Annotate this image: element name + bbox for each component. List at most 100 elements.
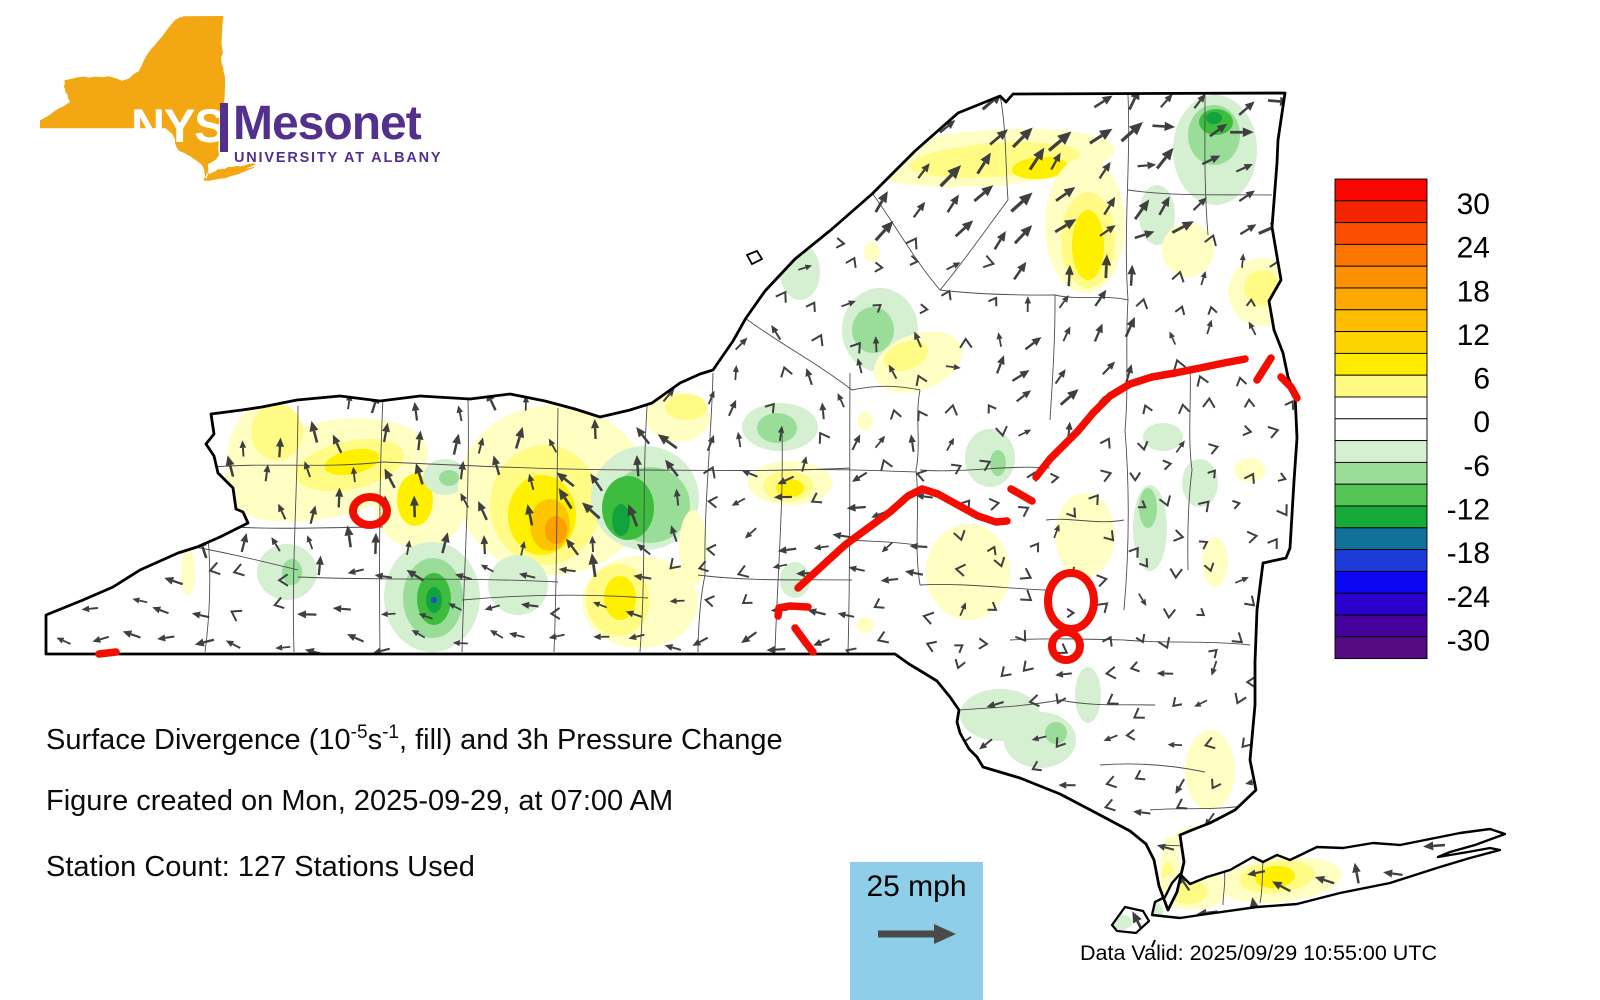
wind-chevron <box>1267 537 1278 550</box>
wind-arrow <box>1015 390 1032 403</box>
wind-chevron <box>741 593 753 605</box>
wind-chevron <box>1096 574 1109 588</box>
wind-chevron <box>1134 769 1146 781</box>
county-line <box>915 389 921 471</box>
wind-arrow <box>332 605 351 613</box>
wind-arrow <box>1230 127 1254 138</box>
wind-chevron <box>1234 692 1247 705</box>
wind-chevron <box>988 296 998 307</box>
wind-chevron <box>1207 305 1218 315</box>
divergence-blob <box>1139 488 1157 528</box>
wind-arrow <box>707 390 715 405</box>
wind-arrow <box>976 152 991 175</box>
wind-arrow <box>519 540 526 556</box>
divergence-blob <box>757 413 797 443</box>
pressure-contour <box>1007 485 1036 505</box>
wind-arrow <box>772 563 788 570</box>
wind-chevron <box>1243 472 1255 484</box>
wind-arrow <box>520 601 539 609</box>
wind-arrow <box>460 492 470 508</box>
county-line <box>1045 518 1125 523</box>
wind-arrow <box>1167 741 1183 748</box>
wind-chevron <box>764 402 775 414</box>
wind-chevron <box>1099 437 1111 449</box>
wind-arrow <box>275 644 291 651</box>
wind-arrow <box>1094 289 1107 307</box>
wind-arrow <box>1133 199 1150 220</box>
county-line <box>781 469 917 473</box>
wind-arrow <box>278 503 287 520</box>
wind-chevron <box>1196 374 1209 387</box>
divergence-blob <box>990 450 1006 476</box>
wind-arrow <box>1055 670 1072 678</box>
wind-chevron <box>1101 635 1113 647</box>
county-line <box>461 399 469 653</box>
wind-arrow <box>741 631 758 644</box>
wind-arrow <box>1093 323 1103 342</box>
wind-arrow <box>480 564 494 573</box>
wind-arrow <box>441 532 450 554</box>
wind-arrow <box>989 129 1008 146</box>
colorbar-label: 6 <box>1473 363 1490 396</box>
wind-arrow <box>1352 862 1361 884</box>
wind-arrow <box>1013 225 1033 245</box>
divergence-blob <box>439 470 459 486</box>
wind-chevron <box>1178 402 1191 415</box>
wind-arrow <box>405 539 412 556</box>
reference-arrow-icon <box>878 924 956 944</box>
wind-arrow <box>565 538 580 556</box>
divergence-blob <box>1255 865 1295 889</box>
wind-arrow <box>1062 326 1071 342</box>
wind-arrow <box>191 611 210 619</box>
wind-arrow <box>590 473 604 492</box>
divergence-blob <box>282 559 302 585</box>
wind-arrow <box>1158 196 1170 216</box>
wind-arrow <box>492 455 501 476</box>
wind-arrow <box>240 533 249 553</box>
wind-chevron <box>811 333 824 347</box>
wind-arrow <box>593 633 610 641</box>
colorbar-label: 12 <box>1457 319 1490 352</box>
wind-arrow <box>904 569 924 577</box>
county-line <box>919 466 1051 472</box>
wind-arrow <box>157 634 175 642</box>
wind-arrow <box>1120 122 1143 143</box>
wind-chevron <box>230 609 243 622</box>
figure-title: Surface Divergence (10-5s-1, fill) and 3… <box>46 722 783 756</box>
wind-chevron <box>1197 500 1210 513</box>
divergence-blob <box>1075 667 1101 723</box>
wind-arrow <box>993 231 1006 250</box>
wind-arrow <box>670 525 678 543</box>
wind-arrow <box>1383 869 1403 878</box>
wind-arrow <box>1103 734 1118 742</box>
county-line <box>774 429 783 653</box>
wind-arrow <box>478 501 488 521</box>
wind-arrow <box>851 471 868 482</box>
wind-chevron <box>1103 798 1116 812</box>
wind-arrow <box>846 503 866 512</box>
wind-arrow <box>874 435 886 449</box>
wind-arrow <box>735 431 743 448</box>
wind-chevron <box>925 640 937 653</box>
wind-arrow <box>92 635 110 643</box>
wind-arrow <box>841 300 856 308</box>
wind-arrow <box>633 573 652 581</box>
wind-chevron <box>1020 589 1033 602</box>
wind-arrow <box>350 466 358 483</box>
wind-arrow <box>1239 224 1257 236</box>
wind-arrow <box>1238 101 1255 116</box>
wind-arrow <box>414 463 424 485</box>
pressure-contour <box>349 493 391 529</box>
county-line <box>939 289 1056 296</box>
colorbar: 30 24 18 12 6 0 -6 -12 -18 -24 -30 <box>1334 178 1490 660</box>
wind-arrow <box>1271 881 1291 893</box>
wind-arrow <box>777 475 795 485</box>
wind-arrow <box>458 460 466 480</box>
logo-name: Mesonet <box>233 97 422 150</box>
wind-chevron <box>1103 530 1115 542</box>
wind-arrow <box>415 430 424 451</box>
wind-arrow <box>946 194 959 213</box>
wind-arrow <box>1156 670 1174 677</box>
colorbar-label: 30 <box>1457 188 1490 221</box>
long-island-outline <box>1150 827 1507 920</box>
